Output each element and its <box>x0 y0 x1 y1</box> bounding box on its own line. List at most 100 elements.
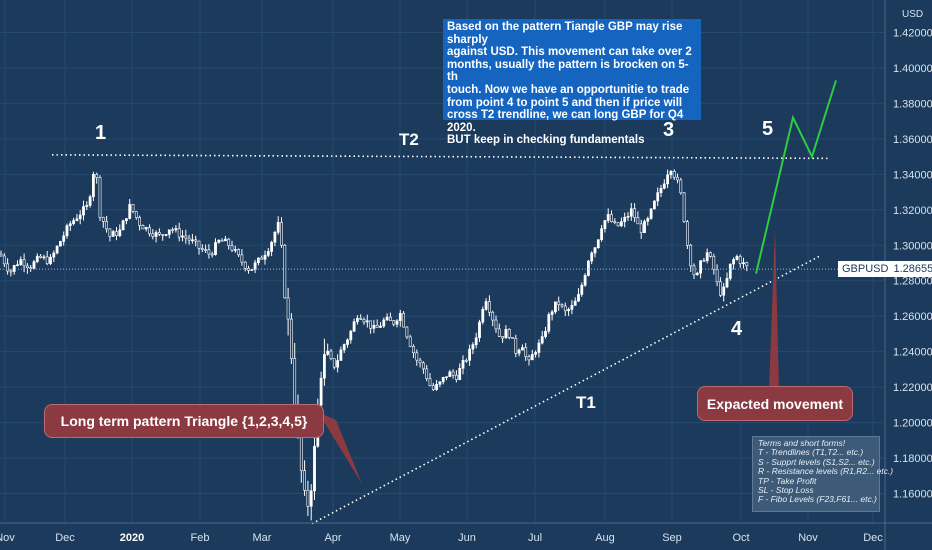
candle-body <box>174 228 178 231</box>
candle-body <box>151 233 155 237</box>
candle-body <box>65 225 69 237</box>
candle-body <box>553 301 557 313</box>
candle-body <box>458 368 462 380</box>
y-tick-label: 1.30000 <box>893 240 932 252</box>
candle-body <box>544 330 547 337</box>
candle-body <box>712 256 716 270</box>
note-line: cross T2 trendline, we can long GBP for … <box>447 109 684 134</box>
candle-body <box>280 222 283 246</box>
y-tick-label: 1.38000 <box>893 98 932 110</box>
candle-body <box>547 314 551 332</box>
x-tick-label: Jun <box>458 532 476 544</box>
candle-body <box>461 360 465 369</box>
candle-body <box>72 220 76 225</box>
candle-body <box>118 229 122 237</box>
candle-body <box>82 206 85 216</box>
candle-body <box>685 221 689 246</box>
candle-body <box>365 320 369 323</box>
candle-body <box>629 208 633 217</box>
analysis-note[interactable]: Based on the pattern Tiangle GBP may ris… <box>443 19 701 146</box>
y-tick-label: 1.20000 <box>893 418 932 430</box>
y-tick-label: 1.16000 <box>893 489 932 501</box>
y-tick-label: 1.34000 <box>893 169 932 181</box>
candle-body <box>666 174 670 185</box>
candle-body <box>39 255 43 258</box>
candle-body <box>45 256 49 264</box>
candle-body <box>715 269 719 283</box>
x-tick-label: Aug <box>595 532 615 544</box>
candle-body <box>49 256 52 264</box>
candle-body <box>336 360 340 368</box>
candle-body <box>144 227 148 230</box>
expected-movement-callout[interactable]: Expacted movement <box>697 386 853 421</box>
candle-body <box>88 196 92 206</box>
candle-body <box>68 223 72 226</box>
candle-body <box>121 220 125 231</box>
candle-body <box>695 272 699 276</box>
x-tick-label: Feb <box>191 532 210 544</box>
candle-body <box>214 242 217 255</box>
candle-body <box>2 255 6 265</box>
candle-body <box>382 319 386 327</box>
candle-body <box>6 263 10 272</box>
candle-body <box>623 216 627 222</box>
candle-body <box>115 231 118 237</box>
candle-body <box>253 262 257 270</box>
current-price-value: 1.28655 <box>893 263 932 275</box>
candle-body <box>131 204 135 212</box>
candle-body <box>108 228 112 237</box>
candle-body <box>105 221 109 230</box>
candle-body <box>309 490 313 507</box>
candle-body <box>293 358 297 407</box>
candle-body <box>332 358 336 368</box>
candle-body <box>230 245 234 251</box>
candle-body <box>718 281 722 296</box>
currency-label: USD <box>902 9 924 20</box>
note-line: touch. Now we have an opportunitie to tr… <box>447 83 690 96</box>
candle-body <box>125 218 128 222</box>
candle-body <box>349 330 353 341</box>
candle-body <box>154 232 158 237</box>
candle-body <box>266 251 270 256</box>
candle-body <box>468 348 472 361</box>
candle-body <box>283 244 287 299</box>
candle-body <box>194 239 198 242</box>
candle-body <box>355 317 359 323</box>
candle-body <box>676 176 679 181</box>
pattern-callout[interactable]: Long term pattern Triangle {1,2,3,4,5} <box>44 404 324 438</box>
candle-body <box>421 362 425 370</box>
candle-body <box>405 326 409 338</box>
candle-body <box>134 211 138 218</box>
y-tick-label: 1.18000 <box>893 453 932 465</box>
candle-body <box>243 261 247 269</box>
candle-body <box>504 328 508 339</box>
trendline-t2 <box>51 154 831 160</box>
candle-body <box>319 377 323 406</box>
legend-line: F - Fibo Levels (F23,F61... etc.) <box>758 494 877 505</box>
candle-body <box>346 339 349 345</box>
candle-body <box>171 229 175 232</box>
candle-body <box>369 320 373 329</box>
x-tick-label: Dec <box>863 532 883 544</box>
candle-body <box>25 265 29 269</box>
legend-line: T - Trendlines (T1,T2... etc.) <box>758 447 864 458</box>
candle-body <box>682 192 686 223</box>
candle-body <box>672 171 676 178</box>
candle-body <box>586 260 590 276</box>
candle-body <box>395 320 399 325</box>
candle-body <box>184 235 188 239</box>
candle-body <box>339 349 343 361</box>
candle-body <box>276 222 280 233</box>
legend-box[interactable]: Terms and short forms! T - Trendlines (T… <box>752 436 893 512</box>
candle-body <box>454 374 458 380</box>
candle-body <box>233 249 237 251</box>
candle-body <box>138 217 142 226</box>
candle-body <box>441 376 445 383</box>
x-tick-label: Nov <box>798 532 818 544</box>
candle-body <box>263 255 267 260</box>
candle-body <box>577 294 580 302</box>
candle-body <box>563 305 567 312</box>
candle-body <box>590 252 594 262</box>
y-tick-label: 1.26000 <box>893 311 932 323</box>
note-line: Based on the pattern Tiangle GBP may ris… <box>447 21 683 46</box>
